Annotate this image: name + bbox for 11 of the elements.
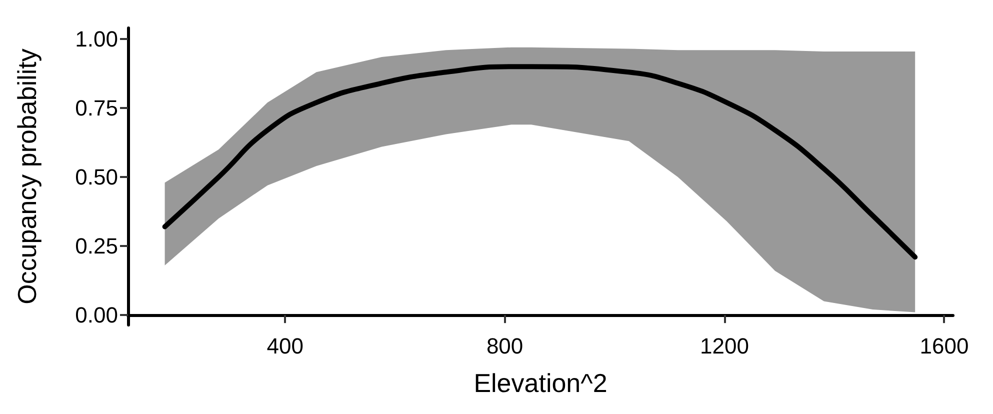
y-tick-label: 0.75 bbox=[75, 96, 118, 121]
x-tick-label: 400 bbox=[266, 334, 304, 358]
y-tick-label: 0.50 bbox=[75, 164, 118, 190]
x-tick-label: 1200 bbox=[700, 334, 749, 358]
x-axis-title: Elevation^2 bbox=[474, 368, 608, 398]
y-tick-label: 0.25 bbox=[75, 234, 118, 259]
y-tick-label: 0.00 bbox=[75, 302, 118, 328]
y-axis-title: Occupancy probability bbox=[12, 48, 42, 304]
x-tick-label: 800 bbox=[486, 334, 524, 358]
x-tick-label: 1600 bbox=[920, 334, 969, 358]
y-tick-label: 1.00 bbox=[75, 26, 118, 52]
